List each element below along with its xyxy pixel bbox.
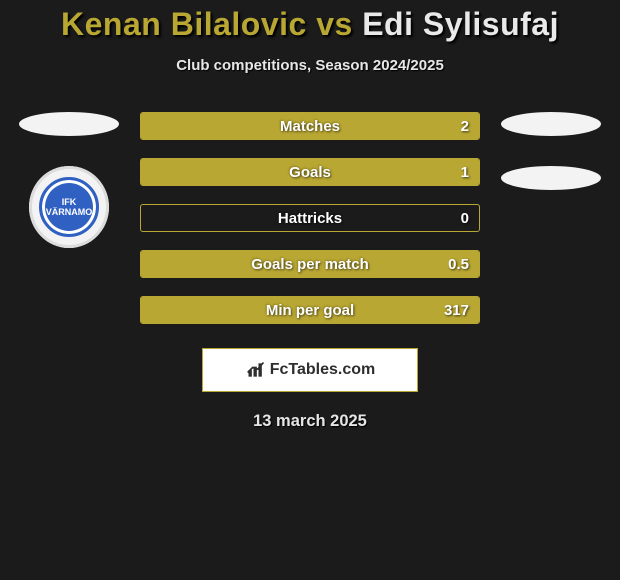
- stat-bar: Goals per match 0.5: [140, 250, 480, 278]
- player2-photo-placeholder: [501, 112, 601, 136]
- stat-label: Min per goal: [266, 302, 354, 319]
- stat-bar: Matches 2: [140, 112, 480, 140]
- stat-value: 1: [461, 164, 469, 181]
- comparison-widget: Kenan Bilalovic vs Edi Sylisufaj Club co…: [0, 0, 620, 580]
- stat-bar: Min per goal 317: [140, 296, 480, 324]
- club-badge-left: IFK VÄRNAMO: [29, 166, 109, 248]
- stat-bar: Goals 1: [140, 158, 480, 186]
- chart-icon: [245, 359, 267, 381]
- page-title: Kenan Bilalovic vs Edi Sylisufaj: [0, 6, 620, 43]
- club-badge-right-placeholder: [501, 166, 601, 190]
- club-badge-text: IFK VÄRNAMO: [39, 177, 99, 237]
- player1-photo-placeholder: [19, 112, 119, 136]
- stat-label: Matches: [280, 118, 340, 135]
- content-row: IFK VÄRNAMO Matches 2 Goals 1 Hattricks 0 Goal…: [0, 112, 620, 324]
- vs-text: vs: [316, 6, 353, 42]
- left-column: IFK VÄRNAMO: [18, 112, 120, 248]
- stat-value: 0: [461, 210, 469, 227]
- stat-label: Goals per match: [251, 256, 369, 273]
- stat-label: Hattricks: [278, 210, 342, 227]
- stat-label: Goals: [289, 164, 331, 181]
- stats-bars: Matches 2 Goals 1 Hattricks 0 Goals per match 0…: [140, 112, 480, 324]
- date-text: 13 march 2025: [0, 412, 620, 431]
- stat-bar: Hattricks 0: [140, 204, 480, 232]
- brand-logo-box[interactable]: FcTables.com: [202, 348, 418, 392]
- player1-name: Kenan Bilalovic: [61, 6, 307, 42]
- stat-value: 2: [461, 118, 469, 135]
- right-column: [500, 112, 602, 190]
- stat-value: 317: [444, 302, 469, 319]
- player2-name: Edi Sylisufaj: [362, 6, 559, 42]
- stat-value: 0.5: [448, 256, 469, 273]
- brand-logo-text: FcTables.com: [270, 361, 376, 379]
- subtitle: Club competitions, Season 2024/2025: [0, 57, 620, 74]
